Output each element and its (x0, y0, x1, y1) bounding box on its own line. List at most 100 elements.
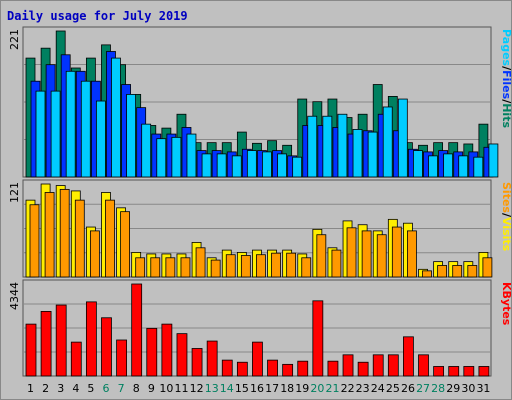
bar-highlight (338, 115, 341, 176)
bar-highlight (263, 152, 266, 176)
legend-label: / (500, 213, 512, 218)
bar-highlight (414, 151, 417, 176)
bar-sites-day-11 (180, 257, 191, 278)
bar-pages-day-19 (307, 115, 318, 178)
bar-sites-day-21 (331, 249, 342, 278)
legend-top: Pages/Files/Hits (500, 29, 512, 128)
x-tick-label: 20 (310, 382, 324, 395)
bar-highlight (97, 102, 100, 176)
bar-sites-day-2 (44, 192, 55, 278)
bar-highlight (253, 343, 256, 375)
bar-sites-day-18 (286, 252, 297, 278)
bar-highlight (344, 221, 347, 276)
bar-pages-day-25 (397, 98, 408, 178)
bar-highlight (228, 152, 231, 176)
x-tick-label: 19 (295, 382, 309, 395)
legend-bottom: KBytes (500, 282, 512, 326)
x-tick-label: 12 (190, 382, 204, 395)
bar-highlight (434, 262, 437, 276)
ymax-label-top: 221 (8, 29, 21, 50)
x-tick-label: 14 (220, 382, 234, 395)
bar-pages-day-7 (126, 94, 136, 178)
bar-highlight (87, 228, 90, 276)
bar-pages-day-8 (141, 123, 152, 178)
bar-kbytes-day-27 (418, 354, 429, 377)
x-tick-label: 7 (118, 382, 125, 395)
bar-highlight (449, 367, 452, 375)
x-tick-label: 10 (159, 382, 173, 395)
bar-highlight (32, 82, 34, 176)
bar-highlight (389, 355, 392, 375)
bar-highlight (399, 100, 402, 176)
bar-highlight (166, 258, 169, 276)
bar-highlight (303, 126, 306, 176)
x-tick-label: 22 (341, 382, 355, 395)
bar-highlight (332, 251, 335, 276)
bar-sites-day-29 (452, 265, 463, 278)
bar-highlight (479, 125, 482, 176)
legend-middle: Sites/Visits (500, 182, 512, 252)
bar-highlight (67, 72, 70, 176)
bar-kbytes-day-12 (191, 348, 203, 377)
bar-highlight (233, 156, 236, 176)
bar-highlight (213, 151, 216, 176)
x-tick-label: 24 (371, 382, 385, 395)
bar-highlight (227, 255, 230, 276)
bar-kbytes-day-25 (387, 354, 399, 377)
bar-kbytes-day-29 (448, 366, 460, 377)
bar-highlight (107, 52, 110, 176)
bar-sites-day-13 (210, 259, 221, 278)
x-tick-label: 16 (250, 382, 264, 395)
bar-highlight (208, 258, 211, 276)
bar-highlight (132, 285, 135, 375)
bar-highlight (238, 363, 241, 375)
bar-highlight (132, 253, 135, 276)
bar-pages-day-18 (292, 156, 303, 178)
bar-highlight (117, 208, 120, 276)
x-tick-label: 17 (265, 382, 279, 395)
bar-pages-day-29 (458, 155, 469, 178)
bar-highlight (374, 355, 377, 375)
bar-pages-day-15 (246, 150, 257, 178)
bar-highlight (151, 258, 154, 276)
bar-highlight (72, 191, 75, 276)
bar-highlight (293, 158, 296, 176)
bar-sites-day-9 (150, 257, 161, 278)
bar-highlight (369, 133, 372, 176)
bar-highlight (333, 128, 336, 176)
bar-highlight (91, 231, 94, 276)
bar-kbytes-day-1 (25, 323, 37, 377)
bar-pages-day-11 (186, 133, 197, 178)
bar-highlight (469, 152, 472, 176)
bar-pages-day-9 (156, 138, 167, 178)
bar-highlight (379, 115, 382, 176)
bar-highlight (378, 235, 381, 276)
bar-pages-day-20 (322, 115, 333, 178)
bar-sites-day-19 (301, 257, 312, 278)
bar-highlight (408, 231, 411, 276)
bar-sites-day-26 (407, 230, 417, 278)
ymax-label-bottom: 4344 (8, 282, 21, 310)
bar-highlight (354, 130, 357, 176)
bar-highlight (389, 220, 392, 276)
bar-highlight (268, 361, 271, 375)
bar-highlight (283, 365, 286, 375)
legend-label: / (500, 66, 512, 71)
bar-sites-day-28 (437, 265, 448, 278)
bar-highlight (62, 55, 65, 176)
bar-highlight (429, 156, 432, 176)
bar-highlight (444, 154, 447, 176)
bar-pages-day-10 (171, 136, 182, 178)
bar-sites-day-6 (105, 199, 115, 278)
bar-highlight (404, 224, 407, 276)
bar-highlight (152, 135, 155, 176)
bar-pages-day-12 (201, 153, 212, 178)
bar-sites-day-7 (120, 211, 130, 278)
bar-highlight (92, 82, 95, 176)
bar-highlight (423, 271, 426, 276)
bar-highlight (253, 251, 256, 276)
bar-highlight (57, 306, 60, 375)
ymax-label-middle: 121 (8, 182, 21, 203)
bar-pages-day-21 (337, 113, 348, 178)
bar-pages-day-6 (111, 57, 121, 178)
